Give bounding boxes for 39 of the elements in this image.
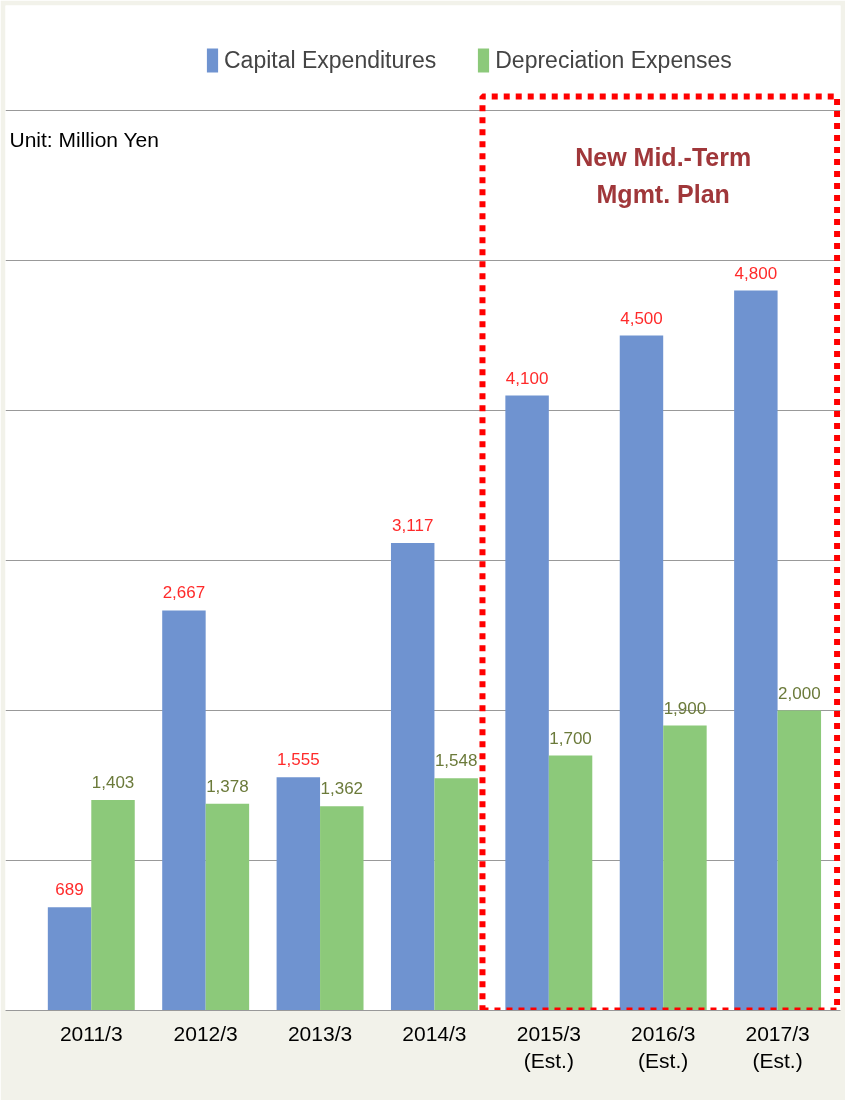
data-label: 689 <box>55 880 84 900</box>
bar <box>505 395 549 1011</box>
x-tick-label: 2016/3 (Est.) <box>631 1021 696 1073</box>
x-tick-label: 2017/3 (Est.) <box>745 1021 810 1073</box>
data-label: 4,800 <box>734 263 778 283</box>
x-tick-label: 2013/3 <box>287 1021 353 1045</box>
x-tick-label: 2011/3 <box>59 1021 123 1045</box>
data-label: 1,362 <box>320 779 364 799</box>
data-label: 1,378 <box>206 776 249 796</box>
annotation: New Mid.-Term Mgmt. Plan <box>575 143 752 208</box>
legend-label: Capital Expenditures <box>224 46 437 74</box>
bar <box>619 335 664 1011</box>
data-label: 4,500 <box>620 308 663 328</box>
data-label: 1,548 <box>434 751 478 771</box>
data-label: 1,403 <box>91 773 135 793</box>
bar <box>276 777 321 1011</box>
data-label: 3,117 <box>392 515 434 535</box>
data-label: 1,555 <box>277 750 320 770</box>
bar <box>663 725 707 1011</box>
bar <box>91 800 135 1011</box>
legend-label: Depreciation Expenses <box>495 46 732 74</box>
data-label: 4,100 <box>505 368 549 388</box>
bar <box>434 778 478 1011</box>
data-label: 2,667 <box>162 583 206 603</box>
x-tick-label: 2014/3 <box>402 1021 467 1045</box>
x-tick-label: 2012/3 <box>173 1021 238 1045</box>
bar <box>47 907 92 1011</box>
annotation: Unit: Million Yen <box>9 127 159 151</box>
bar <box>777 710 822 1011</box>
bar <box>390 542 435 1011</box>
bar <box>205 803 250 1011</box>
bar <box>320 806 364 1011</box>
bar <box>162 610 206 1011</box>
bar <box>734 290 778 1011</box>
data-label: 2,000 <box>778 683 821 703</box>
bar <box>548 755 593 1011</box>
x-tick-label: 2015/3 (Est.) <box>516 1021 581 1073</box>
data-label: 1,900 <box>663 698 707 718</box>
data-label: 1,700 <box>549 728 592 748</box>
